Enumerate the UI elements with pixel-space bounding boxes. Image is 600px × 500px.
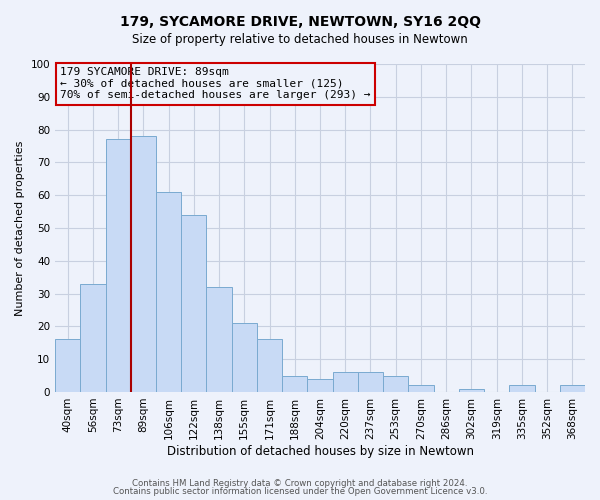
Bar (282, 376, 307, 392)
Bar (307, 379, 332, 392)
Bar (257, 340, 282, 392)
X-axis label: Distribution of detached houses by size in Newtown: Distribution of detached houses by size … (167, 444, 473, 458)
Bar (206, 287, 232, 392)
Text: Size of property relative to detached houses in Newtown: Size of property relative to detached ho… (132, 32, 468, 46)
Text: Contains public sector information licensed under the Open Government Licence v3: Contains public sector information licen… (113, 487, 487, 496)
Text: Contains HM Land Registry data © Crown copyright and database right 2024.: Contains HM Land Registry data © Crown c… (132, 478, 468, 488)
Bar (459, 388, 484, 392)
Bar (383, 376, 409, 392)
Text: 179 SYCAMORE DRIVE: 89sqm
← 30% of detached houses are smaller (125)
70% of semi: 179 SYCAMORE DRIVE: 89sqm ← 30% of detac… (61, 68, 371, 100)
Bar (509, 386, 535, 392)
Text: 179, SYCAMORE DRIVE, NEWTOWN, SY16 2QQ: 179, SYCAMORE DRIVE, NEWTOWN, SY16 2QQ (119, 15, 481, 29)
Bar (80, 284, 106, 392)
Bar (332, 372, 358, 392)
Bar (560, 386, 585, 392)
Y-axis label: Number of detached properties: Number of detached properties (15, 140, 25, 316)
Bar (55, 340, 80, 392)
Bar (232, 323, 257, 392)
Bar (156, 192, 181, 392)
Bar (106, 140, 131, 392)
Bar (358, 372, 383, 392)
Bar (131, 136, 156, 392)
Bar (181, 215, 206, 392)
Bar (409, 386, 434, 392)
